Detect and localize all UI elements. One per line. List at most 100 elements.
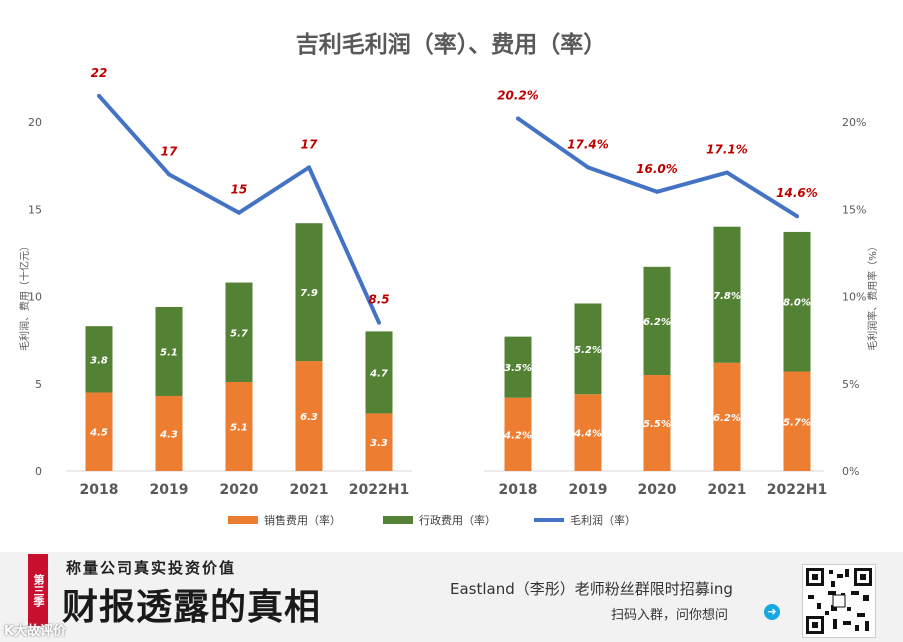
x-tick-label: 2020 [220,482,259,498]
admin-expense-bar [713,226,741,363]
sales-expense-label: 4.2% [503,430,532,441]
admin-expense-label: 6.2% [643,317,671,328]
admin-expense-label: 8.0% [783,298,811,309]
sales-expense-label: 6.2% [713,413,741,424]
arrow-right-icon[interactable]: ➜ [764,604,780,620]
gross-profit-label: 17.1% [706,143,748,157]
gross-profit-label: 17 [161,144,178,158]
y-tick-label: 15 [28,203,42,216]
sales-expense-bar [783,371,811,471]
sales-expense-bar [225,382,253,471]
gross-profit-point [97,93,101,98]
admin-expense-label: 5.2% [574,345,602,356]
sales-expense-bar [574,394,602,471]
admin-expense-bar [365,331,393,414]
chart-svg: 吉利毛利润（率）、费用（率） 0 5 10 15 20 毛利润、费用（十亿元） 2018 201… [18,31,879,527]
legend-swatch [228,516,258,524]
gross-profit-label: 17.4% [567,137,609,151]
admin-expense-bar [155,306,183,396]
gross-profit-point [377,320,381,325]
gross-profit-point [655,189,659,194]
gross-profit-label: 15 [231,183,248,197]
admin-expense-bar [643,266,671,376]
admin-expense-label: 3.8 [90,355,108,366]
x-tick-label: 2022H1 [349,482,409,498]
legend-label: 毛利润（率） [570,513,636,527]
admin-expense-label: 3.5% [504,363,532,374]
admin-expense-label: 5.7 [230,328,248,339]
sales-expense-label: 6.3 [300,412,318,423]
x-tick-label: 2019 [569,482,608,498]
admin-expense-bar [85,326,113,393]
x-tick-label: 2018 [499,482,538,498]
promo-banner: 第三季 称量公司真实投资价值 财报透露的真相 K大故评价 Eastland（李彤… [0,552,903,642]
gross-profit-point [307,165,311,170]
admin-expense-label: 5.1 [160,347,178,358]
admin-expense-bar [295,223,323,362]
gross-profit-point [795,214,799,219]
y-tick-label: 5% [842,378,859,391]
sales-expense-bar [365,413,393,471]
sales-expense-bar [155,395,183,471]
gross-profit-label: 20.2% [497,89,539,103]
admin-expense-label: 4.7 [369,368,388,379]
y-tick-label: 10 [28,291,42,304]
sales-expense-label: 5.1 [230,423,248,434]
gross-profit-point [725,170,729,175]
sales-expense-label: 5.5% [643,419,671,430]
qr-code-graphic [806,568,872,634]
y-tick-label: 20 [28,116,42,129]
x-tick-label: 2018 [80,482,119,498]
admin-expense-bar [504,336,532,398]
sales-expense-bar [85,392,113,471]
sales-expense-bar [643,375,671,471]
gross-profit-label: 8.5 [368,293,389,307]
admin-expense-label: 7.9 [300,288,318,299]
banner-subtitle: 称量公司真实投资价值 [66,559,237,577]
gross-profit-label: 16.0% [636,162,678,176]
brand-logo: K大故评价 [4,624,67,639]
gross-profit-point [167,172,171,177]
y-tick-label: 0 [35,465,42,478]
sales-expense-label: 4.5 [89,428,108,439]
x-tick-label: 2021 [708,482,747,498]
x-tick-label: 2022H1 [767,482,827,498]
sales-expense-label: 5.7% [783,417,811,428]
sales-expense-label: 3.3 [370,438,388,449]
season-tag: 第三季 [28,554,48,626]
banner-main-title: 财报透露的真相 [62,586,322,628]
y-tick-label: 0% [842,465,859,478]
chart-title: 吉利毛利润（率）、费用（率） [296,31,607,58]
sales-expense-label: 4.4% [573,429,602,440]
recruit-text: Eastland（李彤）老师粉丝群限时招募ing [450,580,733,598]
x-tick-label: 2021 [290,482,329,498]
legend-swatch [383,516,413,524]
scan-text: 扫码入群，问你想问 [611,608,729,623]
x-tick-label: 2020 [638,482,677,498]
legend-label: 销售费用（率） [264,513,341,527]
admin-expense-bar [225,282,253,383]
chart-area: 吉利毛利润（率）、费用（率） 0 5 10 15 20 毛利润、费用（十亿元） 2018 201… [18,31,879,527]
gross-profit-point [516,116,520,121]
qr-code-icon[interactable] [802,564,876,638]
gross-profit-label: 17 [301,137,318,151]
gross-profit-label: 14.6% [776,186,818,200]
gross-profit-point [237,210,241,215]
sales-expense-bar [504,397,532,471]
y-tick-label: 15% [842,203,866,216]
y-tick-label: 5 [35,378,42,391]
y-axis-label-2: 毛利润率、费用率（%） [866,241,879,351]
sales-expense-bar [713,362,741,471]
y-tick-label: 20% [842,116,866,129]
x-tick-label: 2019 [150,482,189,498]
legend-label: 行政费用（率） [419,513,496,527]
gross-profit-point [586,165,590,170]
sales-expense-label: 4.3 [159,429,178,440]
admin-expense-bar [574,303,602,395]
sales-expense-bar [295,361,323,471]
admin-expense-label: 7.8% [713,291,741,302]
gross-profit-label: 22 [91,66,108,80]
y-axis-label-1: 毛利润、费用（十亿元） [18,241,31,351]
y-tick-label: 10% [842,291,866,304]
admin-expense-bar [783,231,811,372]
